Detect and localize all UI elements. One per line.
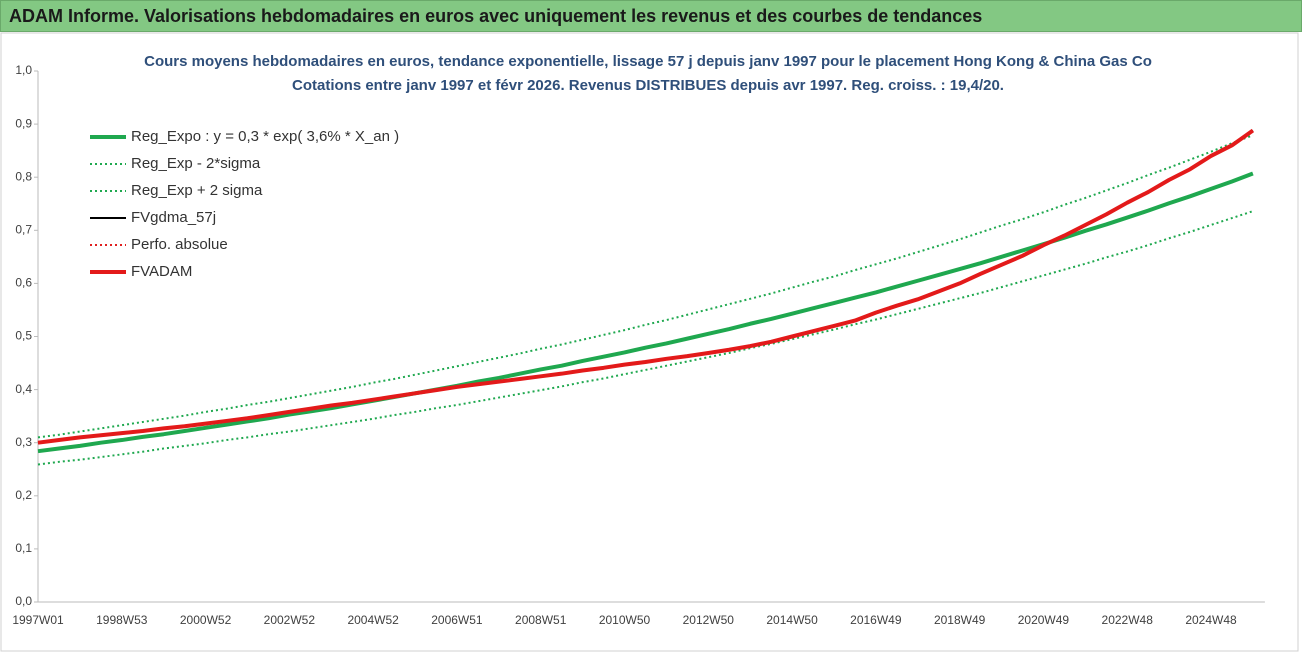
x-tick-label: 2014W50 [766,613,818,627]
chart-subtitle: Cotations entre janv 1997 et févr 2026. … [292,77,1004,94]
chart-frame [0,32,1299,652]
header-title: ADAM Informe. Valorisations hebdomadaire… [9,6,983,26]
x-tick-label: 2008W51 [515,613,567,627]
x-tick-label: 2024W48 [1185,613,1237,627]
x-tick-label: 2002W52 [264,613,316,627]
y-tick-label: 0,3 [15,435,32,449]
x-tick-label: 2020W49 [1018,613,1070,627]
y-tick-label: 0,7 [15,222,32,236]
y-tick-label: 1,0 [15,63,32,77]
x-tick-label: 2004W52 [347,613,399,627]
y-tick-label: 0,6 [15,276,32,290]
x-tick-label: 2006W51 [431,613,483,627]
legend-label: Reg_Expo : y = 0,3 * exp( 3,6% * X_an ) [131,128,399,145]
y-tick-label: 0,1 [15,541,32,555]
y-tick-label: 0,0 [15,594,32,608]
legend-label: Reg_Exp + 2 sigma [131,182,263,199]
series-line [37,210,1254,466]
x-tick-label: 2012W50 [683,613,735,627]
y-tick-label: 0,5 [15,329,32,343]
header-bar: ADAM Informe. Valorisations hebdomadaire… [0,0,1302,32]
chart-title: Cours moyens hebdomadaires en euros, ten… [144,53,1152,70]
x-tick-label: 2016W49 [850,613,902,627]
y-tick-label: 0,9 [15,116,32,130]
legend-label: FVgdma_57j [131,209,216,226]
x-tick-label: 1998W53 [96,613,148,627]
x-tick-label: 2022W48 [1102,613,1154,627]
x-tick-label: 2018W49 [934,613,986,627]
x-tick-label: 2010W50 [599,613,651,627]
series-line [37,128,1255,445]
y-tick-label: 0,8 [15,169,32,183]
legend-label: Perfo. absolue [131,236,228,253]
x-tick-label: 2000W52 [180,613,232,627]
legend-label: Reg_Exp - 2*sigma [131,155,261,172]
legend-label: FVADAM [131,263,192,280]
x-tick-label: 1997W01 [12,613,64,627]
y-tick-label: 0,4 [15,382,32,396]
chart: Cours moyens hebdomadaires en euros, ten… [0,32,1299,652]
y-tick-label: 0,2 [15,488,32,502]
